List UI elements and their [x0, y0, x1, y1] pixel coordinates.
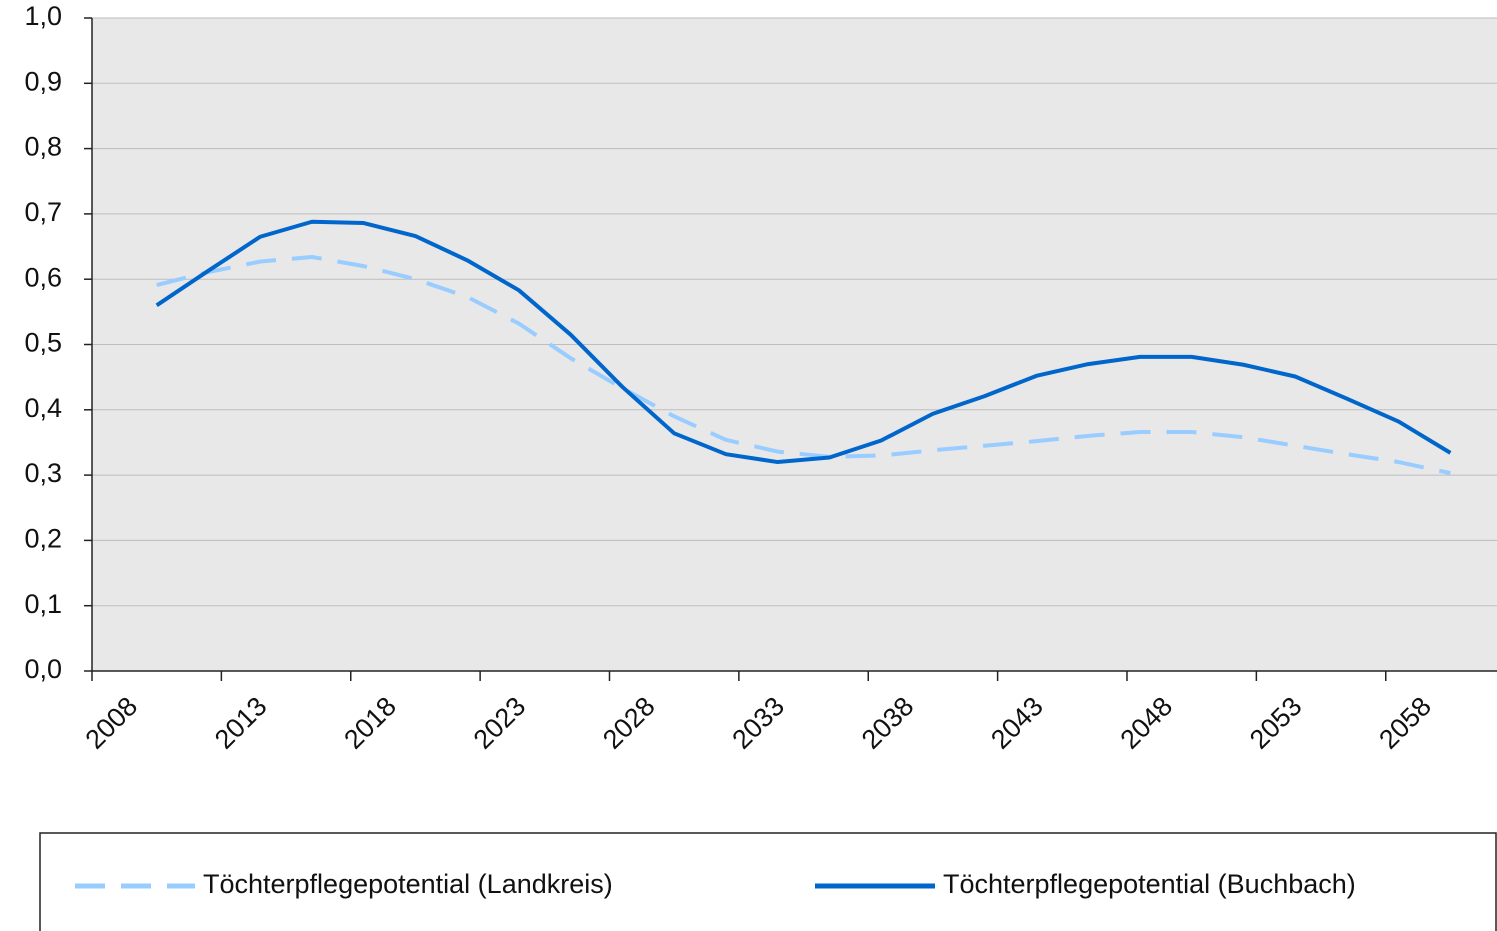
y-tick-label: 0,2	[24, 524, 62, 554]
x-tick-label: 2043	[985, 691, 1049, 755]
legend-label: Töchterpflegepotential (Buchbach)	[943, 869, 1356, 899]
y-tick-label: 0,5	[24, 328, 62, 358]
x-tick-label: 2023	[468, 691, 532, 755]
x-tick-label: 2008	[80, 691, 144, 755]
x-tick-label: 2028	[597, 691, 661, 755]
x-tick-label: 2018	[338, 691, 402, 755]
y-tick-label: 0,6	[24, 262, 62, 292]
y-tick-label: 0,7	[24, 197, 62, 227]
y-tick-label: 0,3	[24, 458, 62, 488]
y-tick-label: 1,0	[24, 1, 62, 31]
legend-label: Töchterpflegepotential (Landkreis)	[203, 869, 613, 899]
legend-box	[39, 832, 1497, 931]
x-tick-label: 2038	[856, 691, 920, 755]
y-tick-label: 0,9	[24, 66, 62, 96]
y-tick-label: 0,8	[24, 132, 62, 162]
y-tick-label: 0,0	[24, 654, 62, 684]
x-tick-label: 2013	[209, 691, 273, 755]
x-tick-label: 2053	[1244, 691, 1308, 755]
y-tick-label: 0,1	[24, 589, 62, 619]
x-tick-label: 2033	[726, 691, 790, 755]
line-series	[156, 254, 1451, 476]
y-tick-label: 0,4	[24, 393, 62, 423]
line-series	[155, 219, 1452, 465]
x-tick-label: 2058	[1373, 691, 1437, 755]
x-tick-label: 2048	[1115, 691, 1179, 755]
